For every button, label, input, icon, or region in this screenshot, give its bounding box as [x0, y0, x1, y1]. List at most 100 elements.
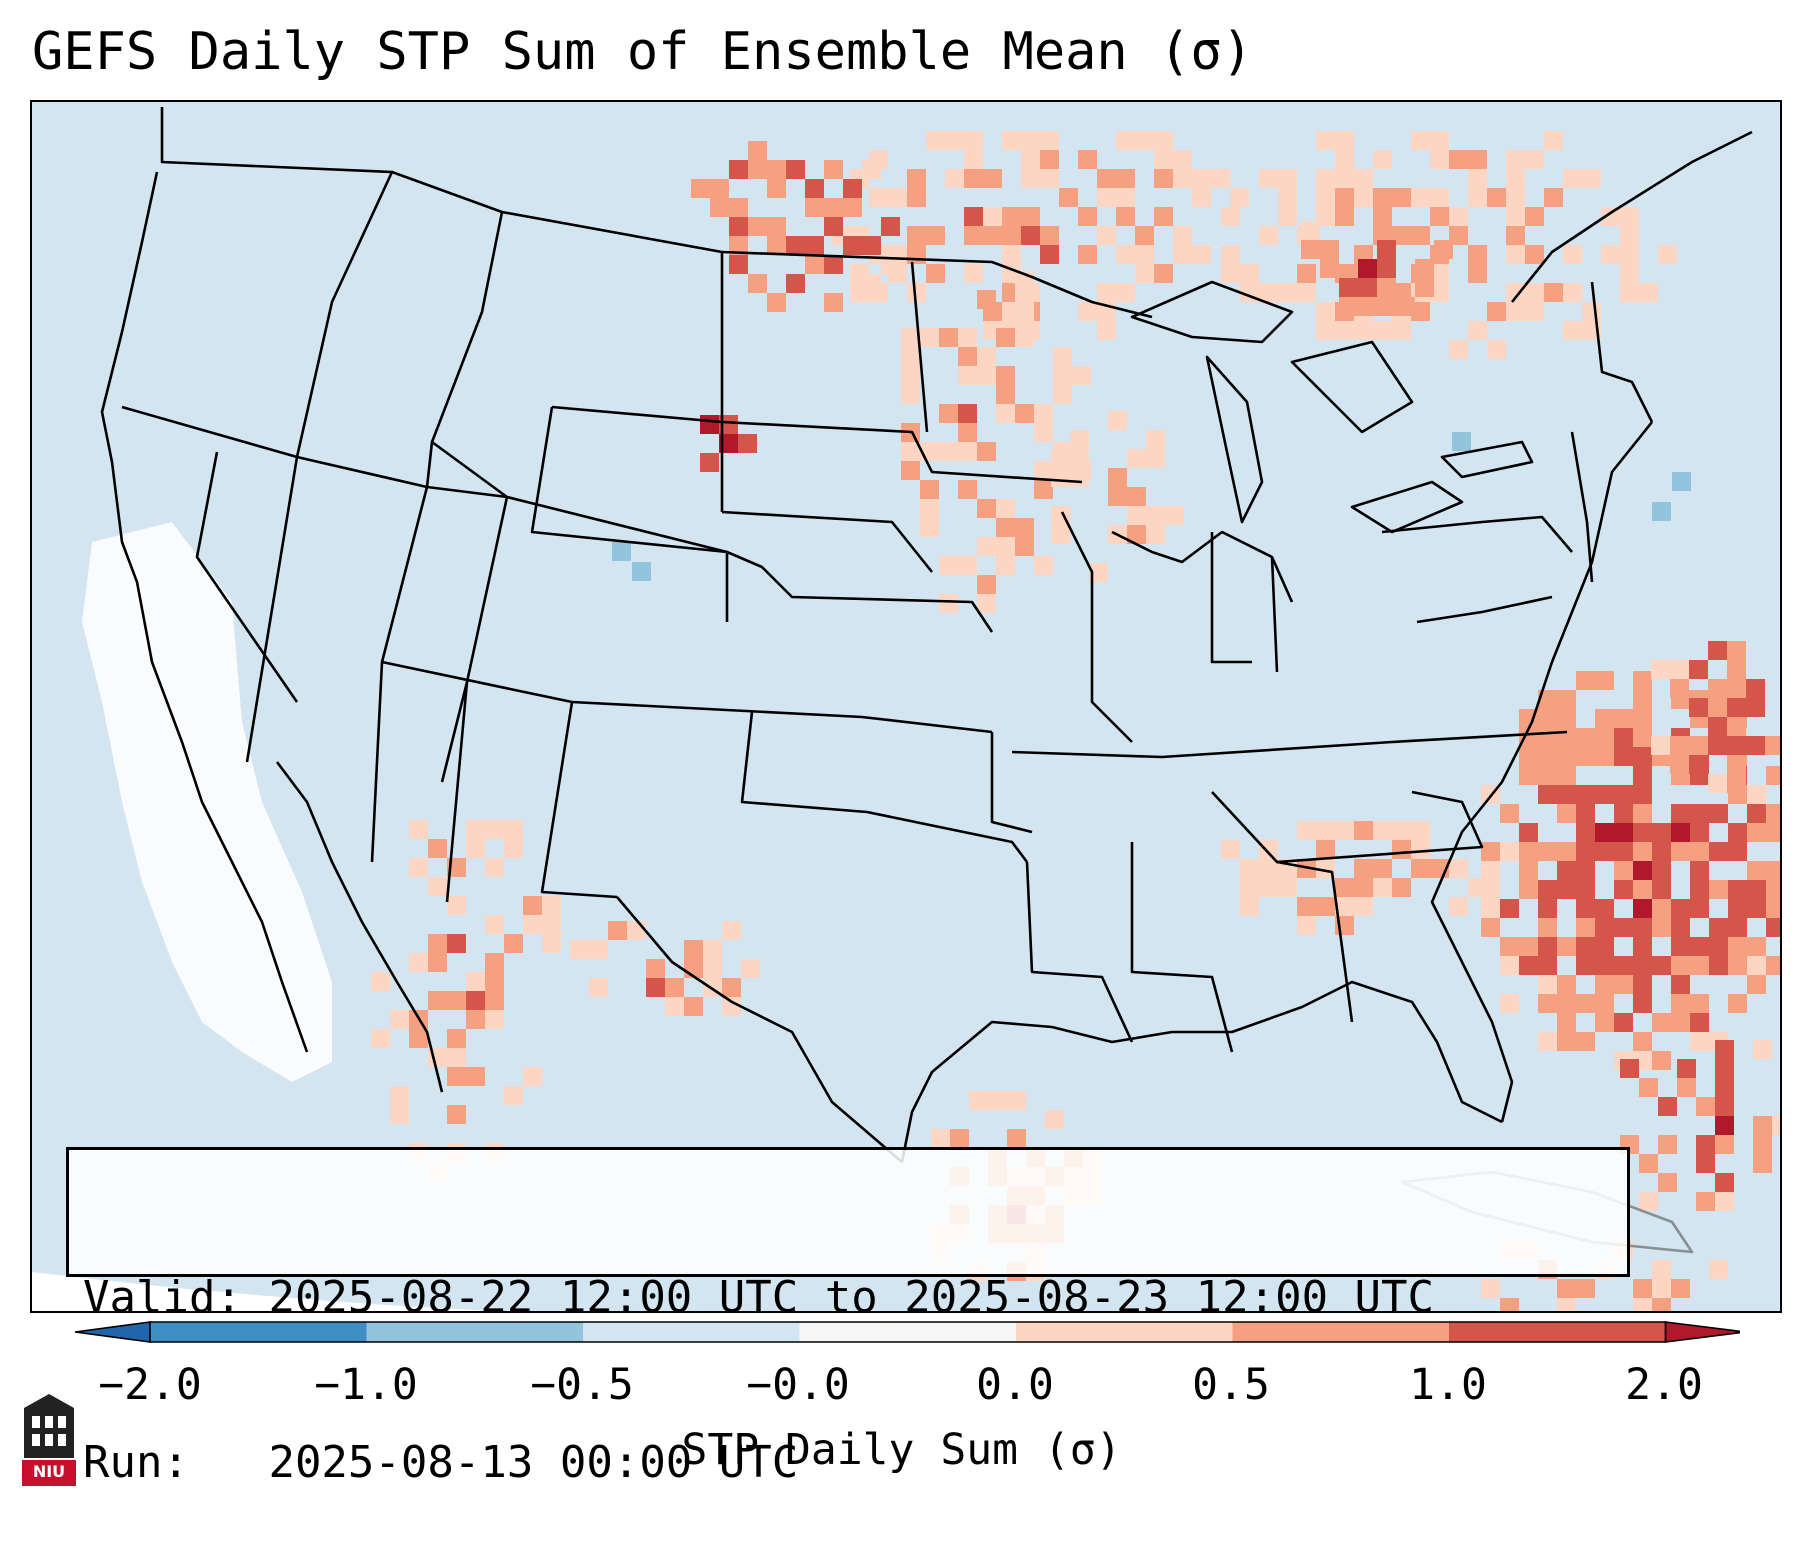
stp-cell — [1373, 150, 1392, 169]
stp-cell — [958, 442, 977, 461]
stp-cell — [1500, 804, 1519, 823]
stp-cell — [1651, 736, 1670, 755]
stp-cell — [1753, 1154, 1772, 1173]
stp-cell — [1506, 207, 1525, 226]
stp-cell — [1633, 1032, 1652, 1051]
stp-cell — [1576, 956, 1595, 975]
stp-cell — [1316, 302, 1335, 321]
stp-cell — [926, 264, 945, 283]
stp-cell — [983, 226, 1002, 245]
stp-cell — [1772, 1116, 1780, 1135]
stp-cell — [700, 415, 719, 434]
stp-cell — [504, 934, 523, 953]
stp-cell — [1506, 283, 1525, 302]
stp-cell — [805, 179, 824, 198]
stp-cell — [1481, 1279, 1500, 1298]
stp-cell — [1007, 1129, 1026, 1148]
stp-cell — [1538, 994, 1557, 1013]
stp-cell — [1135, 245, 1154, 264]
stp-cell — [1652, 956, 1671, 975]
stp-cell — [1595, 918, 1614, 937]
stp-cell — [409, 858, 428, 877]
stp-cell — [1154, 150, 1173, 169]
stp-cell — [485, 820, 504, 839]
stp-cell — [1519, 823, 1538, 842]
stp-cell — [1544, 283, 1563, 302]
stp-cell — [1766, 861, 1780, 880]
stp-cell — [1728, 937, 1747, 956]
stp-cell — [1633, 671, 1652, 690]
stp-cell — [983, 207, 1002, 226]
stp-cell — [1690, 842, 1709, 861]
stp-cell — [1173, 169, 1192, 188]
stp-cell — [1671, 975, 1690, 994]
stp-cell — [1557, 880, 1576, 899]
stp-cell — [1601, 245, 1620, 264]
stp-cell — [1519, 937, 1538, 956]
stp-cell — [1097, 283, 1116, 302]
stp-cell — [1544, 131, 1563, 150]
stp-cell — [1652, 1260, 1671, 1279]
stp-cell — [1633, 899, 1652, 918]
stp-cell — [1127, 449, 1146, 468]
stp-cell — [1146, 449, 1165, 468]
stp-cell — [1633, 747, 1652, 766]
stp-cell — [1015, 290, 1034, 309]
stp-cell — [1709, 880, 1728, 899]
stp-cell — [1377, 259, 1396, 278]
stp-cell — [1557, 785, 1576, 804]
stp-cell — [1671, 956, 1690, 975]
stp-cell-negative — [612, 542, 631, 561]
stp-cell — [1373, 878, 1392, 897]
stp-cell — [1411, 188, 1430, 207]
stp-cell — [977, 347, 996, 366]
rio-grande — [616, 896, 903, 1163]
stp-cell — [1320, 240, 1339, 259]
stp-cell — [1727, 717, 1746, 736]
colorbar — [74, 1321, 1740, 1343]
stp-cell — [1354, 169, 1373, 188]
stp-cell — [1728, 956, 1747, 975]
stp-cell — [1519, 842, 1538, 861]
stp-cell — [1070, 430, 1089, 449]
stp-cell — [907, 245, 926, 264]
stp-cell — [1468, 264, 1487, 283]
stp-cell — [1746, 698, 1765, 717]
stp-cell — [447, 1067, 466, 1086]
stp-cell — [1614, 975, 1633, 994]
stp-cell — [1639, 1192, 1658, 1211]
stp-cell — [1316, 859, 1335, 878]
stp-cell — [1525, 245, 1544, 264]
stp-cell — [1240, 859, 1259, 878]
stp-cell — [1392, 226, 1411, 245]
stp-cell — [1696, 1135, 1715, 1154]
stp-cell — [1377, 240, 1396, 259]
stp-cell — [1696, 1097, 1715, 1116]
map-panel — [30, 100, 1782, 1313]
stp-cell — [1595, 728, 1614, 747]
stp-cell — [1335, 321, 1354, 340]
stp-cell — [1108, 487, 1127, 506]
stp-cell — [977, 290, 996, 309]
stp-cell — [1708, 698, 1727, 717]
stp-cell — [748, 274, 767, 293]
run-line: Run: 2025-08-13 00:00 UTC — [83, 1435, 1613, 1490]
stp-cell — [485, 915, 504, 934]
stp-cell — [1557, 1013, 1576, 1032]
colorbar-segment-6 — [1449, 1322, 1666, 1342]
run-value: 2025-08-13 00:00 UTC — [268, 1437, 799, 1488]
logo-text: NIU — [32, 1462, 66, 1481]
stp-cell — [1078, 245, 1097, 264]
stp-cell — [1557, 975, 1576, 994]
stp-cell — [1116, 169, 1135, 188]
stp-cell — [1411, 226, 1430, 245]
stp-cell — [1595, 1013, 1614, 1032]
stp-cell — [1690, 937, 1709, 956]
stp-cell — [1007, 1091, 1026, 1110]
stp-cell — [1557, 1279, 1576, 1298]
stp-cell — [1358, 278, 1377, 297]
stp-cell — [1576, 804, 1595, 823]
stp-cell — [1525, 207, 1544, 226]
stp-cell — [371, 1029, 390, 1048]
stp-cell — [1715, 1173, 1734, 1192]
